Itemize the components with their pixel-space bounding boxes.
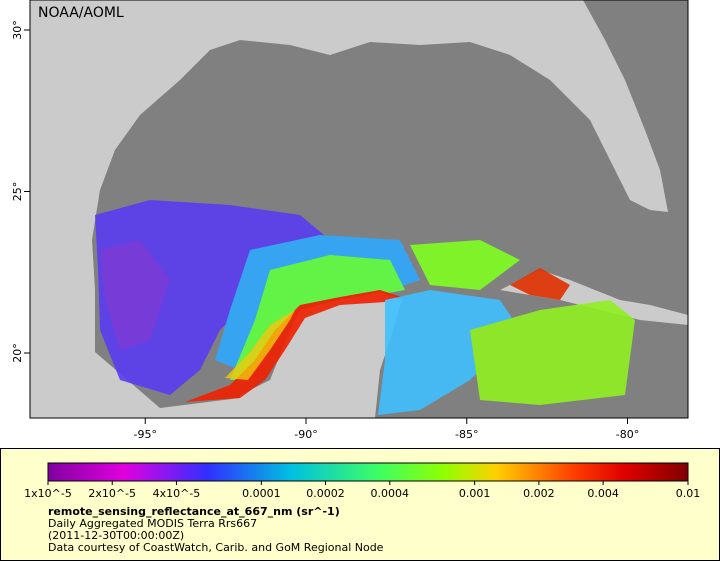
colorbar-tick-label: 0.0004	[371, 487, 410, 500]
legend-line: (2011-12-30T00:00:00Z)	[48, 529, 184, 542]
legend-variable: remote_sensing_reflectance_at_667_nm (sr…	[48, 505, 340, 518]
colorbar-tick-label: 4x10^-5	[153, 487, 201, 500]
credit: NOAA/AOML	[38, 5, 124, 21]
lon-tick-label: -85°	[455, 428, 478, 441]
colorbar-tick-label: 2x10^-5	[88, 487, 136, 500]
reflectance-data	[95, 200, 635, 415]
legend-line: Daily Aggregated MODIS Terra Rrs667	[48, 517, 257, 530]
map-frame	[29, 0, 689, 419]
colorbar-tick-label: 1x10^-5	[24, 487, 72, 500]
colorbar-tick-label: 0.002	[523, 487, 555, 500]
lat-tick-label: 20°	[11, 343, 24, 363]
lat-tick-label: 30°	[11, 20, 24, 40]
map: NOAA/AOML	[30, 0, 688, 418]
colorbar-tick-label: 0.0002	[306, 487, 345, 500]
lon-tick-label: -80°	[616, 428, 639, 441]
lon-tick-label: -90°	[294, 428, 317, 441]
colorbar-tick-label: 0.01	[676, 487, 701, 500]
colorbar-tick-label: 0.004	[587, 487, 619, 500]
colorbar-tick-label: 0.0001	[242, 487, 281, 500]
lon-tick-label: -95°	[134, 428, 157, 441]
colorbar	[47, 462, 689, 482]
legend-line: Data courtesy of CoastWatch, Carib. and …	[48, 541, 384, 554]
yucatan	[240, 292, 402, 418]
colorbar-tick-label: 0.001	[459, 487, 491, 500]
lat-tick-label: 25°	[11, 182, 24, 202]
